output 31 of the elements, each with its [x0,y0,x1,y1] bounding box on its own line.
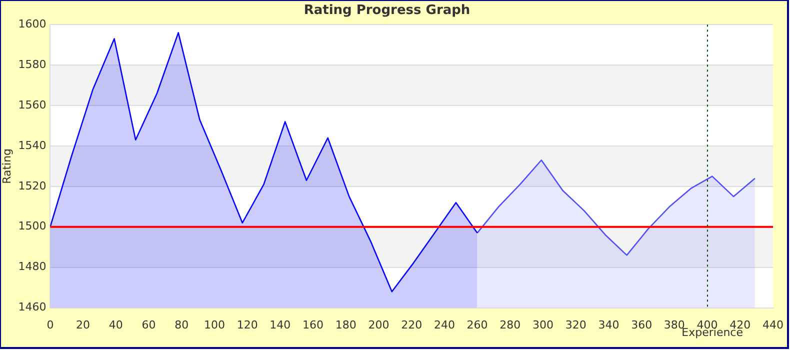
y-tick-label: 1560 [18,98,46,112]
x-tick-label: 360 [631,318,652,332]
y-tick-label: 1600 [18,17,46,30]
x-tick-label: 400 [696,318,718,332]
x-tick-label: 180 [335,318,356,332]
x-tick-label: 20 [76,318,90,332]
x-tick-label: 0 [46,318,54,332]
y-tick-label: 1520 [18,179,46,192]
x-tick-label: 200 [368,318,390,332]
x-tick-label: 160 [302,318,324,332]
y-tick-label: 1480 [18,260,46,274]
x-tick-label: 240 [434,318,455,332]
x-tick-label: 260 [466,318,488,332]
x-tick-label: 300 [532,318,554,332]
y-tick-label: 1540 [18,138,46,152]
x-tick-label: 60 [142,318,156,332]
x-tick-label: 280 [500,318,521,332]
x-tick-label: 40 [108,318,123,332]
x-tick-label: 320 [565,318,586,332]
y-tick-label: 1500 [18,220,46,233]
x-tick-label: 440 [762,318,784,332]
y-axis-title: Rating [0,148,14,184]
y-tick-label: 1460 [18,300,46,314]
x-tick-label: 340 [598,318,620,332]
x-tick-label: 120 [236,318,258,332]
y-tick-label: 1580 [18,58,46,71]
x-tick-label: 80 [174,318,189,332]
x-tick-label: 140 [270,318,291,332]
x-tick-label: 100 [204,318,225,332]
chart-title: Rating Progress Graph [304,3,470,18]
x-tick-label: 220 [401,318,422,332]
